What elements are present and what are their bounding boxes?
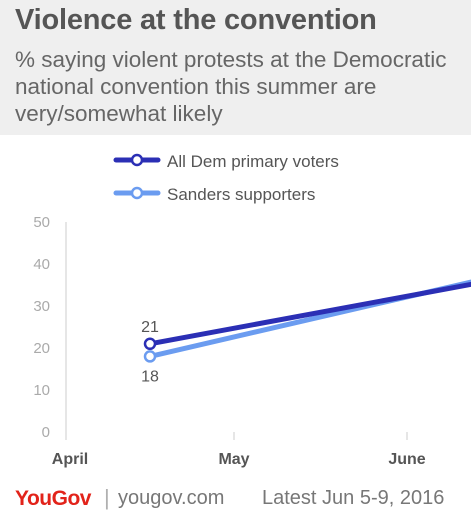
data-label: 18 [141,368,159,385]
x-tick-label: June [388,451,425,468]
line-chart: All Dem primary voters Sanders supporter… [33,152,471,468]
y-tick-label: 50 [33,214,50,231]
plot-area: 211837384040 [141,279,471,385]
legend-marker-all-dem [130,153,144,167]
legend-marker-sanders [130,186,144,200]
footer-date-note: Latest Jun 5-9, 2016 [262,487,445,509]
legend-label-sanders: Sanders supporters [167,185,315,204]
yougov-logo: YouGov [15,487,91,510]
page-subtitle: % saying violent protests at the Democra… [15,47,447,126]
y-axis: 0 10 20 30 40 50 [33,214,67,441]
series-line-sanders [147,279,471,359]
y-tick-label: 40 [33,256,50,273]
x-axis: April May June [52,432,426,468]
footer-site-link[interactable]: yougov.com [118,487,225,509]
legend-label-all-dem: All Dem primary voters [167,152,339,171]
header-band: Violence at the convention % saying viol… [0,0,471,135]
series-line-all-dem [147,281,471,347]
y-tick-label: 20 [33,340,50,357]
y-tick-label: 0 [42,424,50,441]
data-point [143,337,157,351]
y-tick-label: 10 [33,382,50,399]
x-tick-label: May [218,451,249,468]
data-point [143,350,157,363]
footer-separator: | [104,485,110,510]
legend: All Dem primary voters Sanders supporter… [113,152,339,204]
data-label: 21 [141,319,159,336]
page-title: Violence at the convention [15,4,377,36]
y-tick-label: 30 [33,298,50,315]
x-tick-label: April [52,451,88,468]
